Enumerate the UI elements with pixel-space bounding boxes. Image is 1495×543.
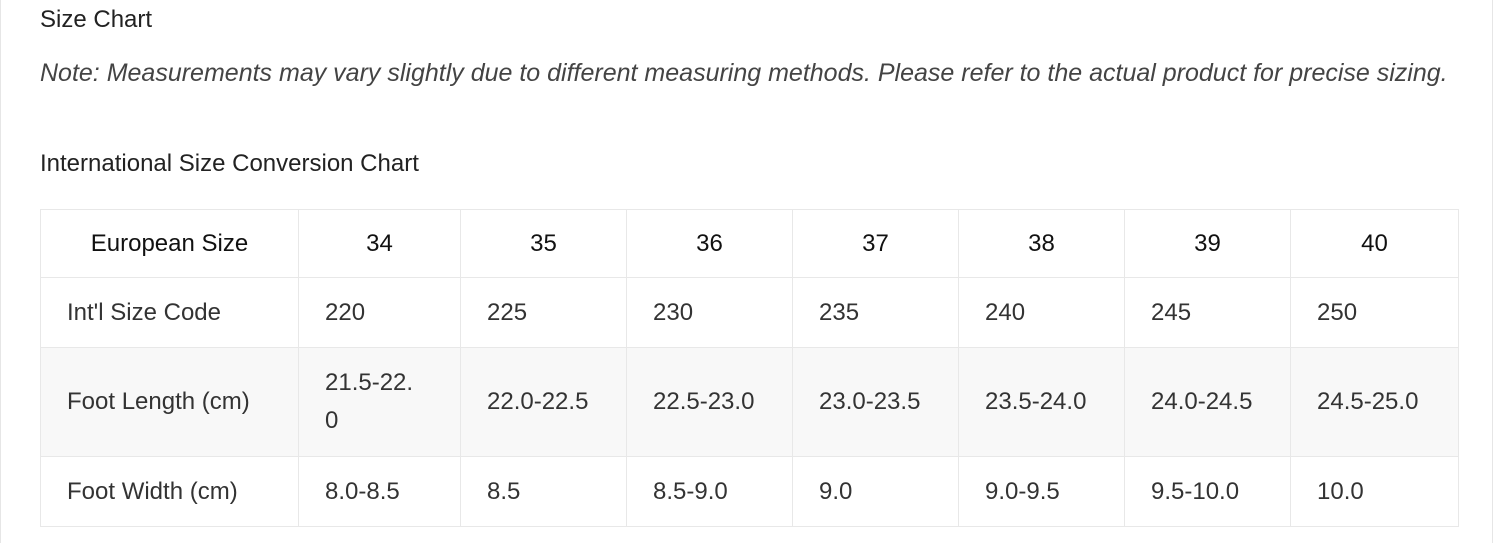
note: Note: Measurements may vary slightly due… [40, 59, 1448, 87]
table-cell: 22.0-22.5 [460, 347, 627, 457]
column-header: 37 [792, 209, 959, 278]
table-cell: 8.5-9.0 [626, 456, 793, 527]
heading: Size Chart [40, 6, 153, 33]
table-cell: 24.0-24.5 [1124, 347, 1291, 457]
column-header: 39 [1124, 209, 1291, 278]
table-cell: 230 [626, 277, 793, 348]
table-cell: 9.5-10.0 [1124, 456, 1291, 527]
table-row: Foot Width (cm) 8.0-8.5 8.5 8.5-9.0 9.0 9.0-9… [40, 456, 1459, 527]
column-header: European Size [40, 209, 299, 278]
column-header: 36 [626, 209, 793, 278]
table-title: International Size Conversion Chart [40, 150, 419, 177]
table-cell: 24.5-25.0 [1290, 347, 1459, 457]
table-cell: 225 [460, 277, 627, 348]
column-header: 35 [460, 209, 627, 278]
table-cell: 8.5 [460, 456, 627, 527]
table-cell: 10.0 [1290, 456, 1459, 527]
row-label: Int'l Size Code [40, 277, 299, 348]
column-header: 38 [958, 209, 1125, 278]
table-cell: 245 [1124, 277, 1291, 348]
table-row: Foot Length (cm) 21.5-22.0 22.0-22.5 22.5-2… [40, 347, 1459, 457]
table-row: Int'l Size Code 220 225 230 235 240 245 250 [40, 277, 1459, 348]
table-cell: 250 [1290, 277, 1459, 348]
row-label: Foot Width (cm) [40, 456, 299, 527]
table-cell: 23.0-23.5 [792, 347, 959, 457]
header-row: European Size 34 35 36 37 38 39 40 [40, 209, 1459, 278]
table-cell: 21.5-22.0 [298, 347, 461, 457]
column-header: 34 [298, 209, 461, 278]
table-cell: 235 [792, 277, 959, 348]
table-cell: 240 [958, 277, 1125, 348]
table-cell: 9.0 [792, 456, 959, 527]
size-table: European Size 34 35 36 37 38 39 40 Int'l Size C… [40, 209, 1459, 527]
table-cell: 23.5-24.0 [958, 347, 1125, 457]
table-cell: 220 [298, 277, 461, 348]
row-label: Foot Length (cm) [40, 347, 299, 457]
table-cell: 22.5-23.0 [626, 347, 793, 457]
column-header: 40 [1290, 209, 1459, 278]
table-cell: 9.0-9.5 [958, 456, 1125, 527]
table-cell: 8.0-8.5 [298, 456, 461, 527]
